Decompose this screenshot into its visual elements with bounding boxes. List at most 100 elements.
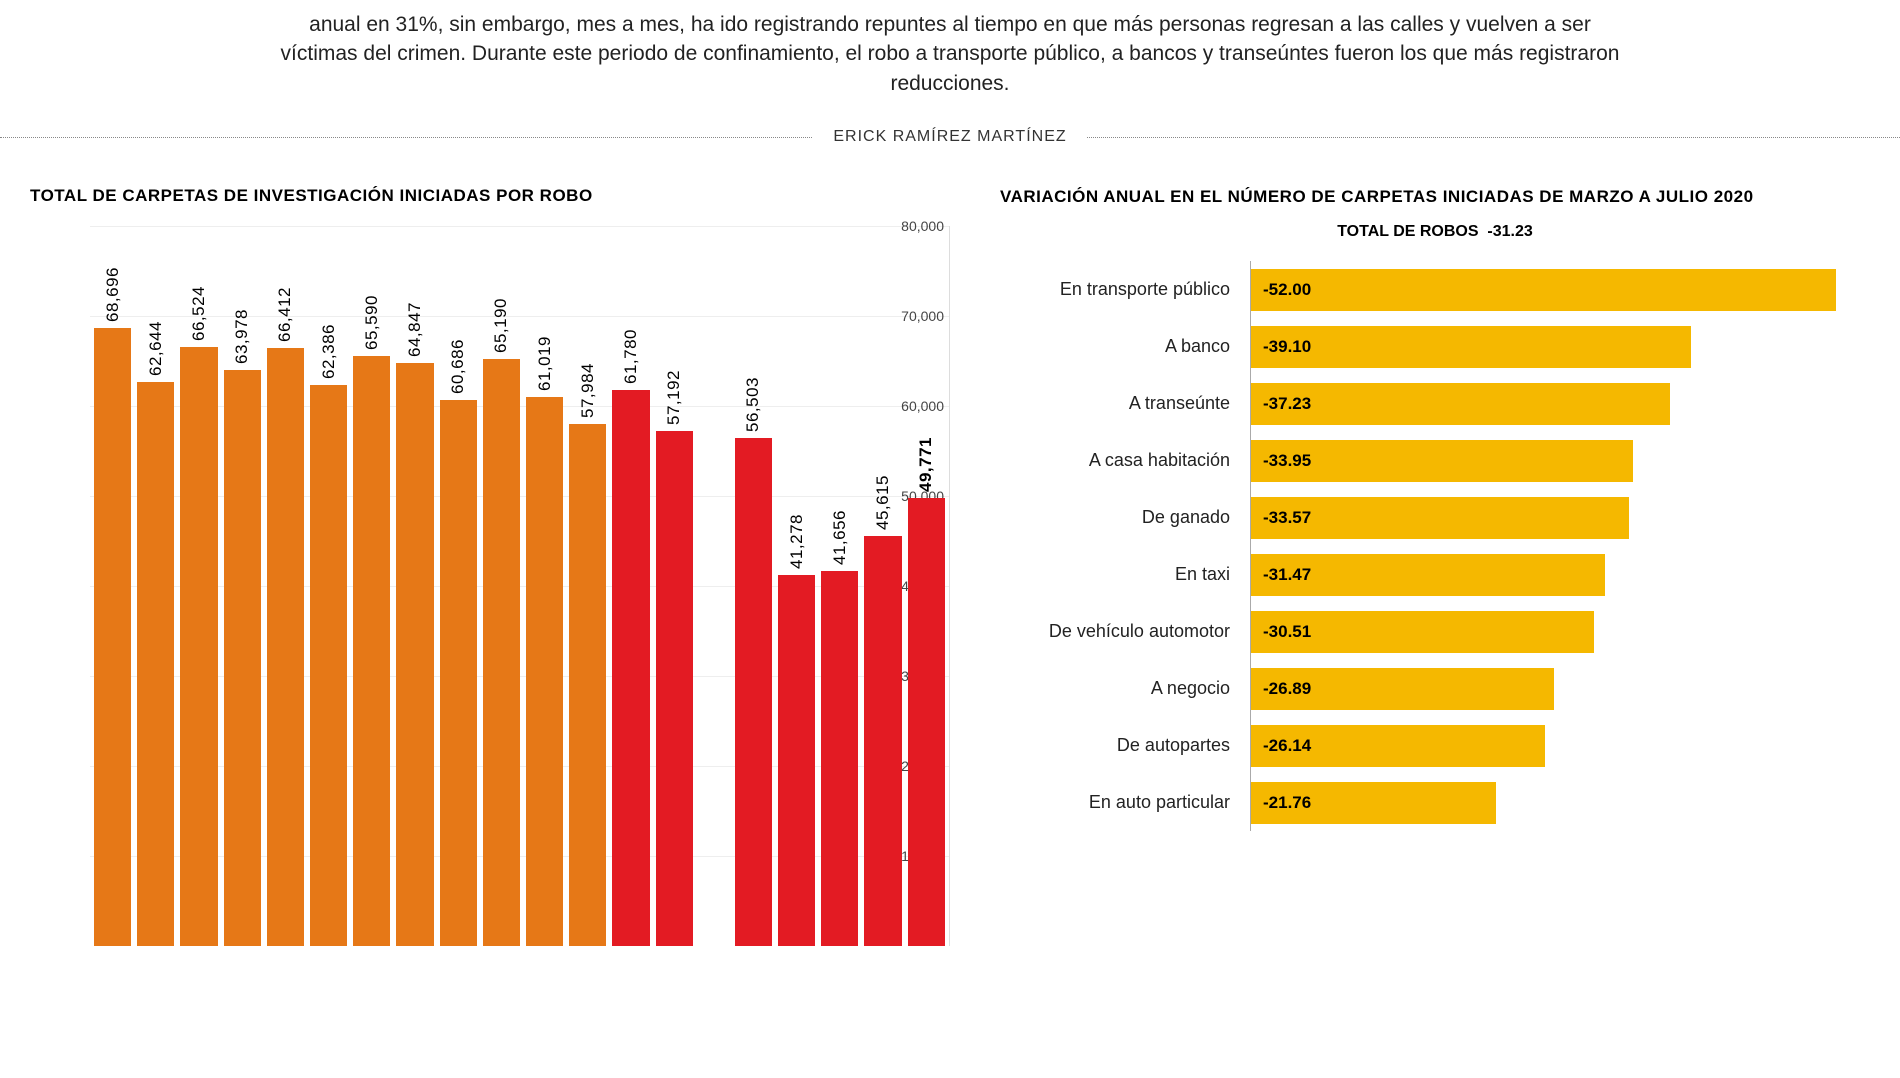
bar-value-label: 65,190 xyxy=(491,298,511,353)
hbar-row: De autopartes -26.14 xyxy=(1000,717,1870,774)
bar-value-label: 60,686 xyxy=(448,339,468,394)
hbar-rect: -31.47 xyxy=(1251,554,1605,596)
hbar-track: -33.95 xyxy=(1250,432,1870,489)
hbar-rect: -26.14 xyxy=(1251,725,1545,767)
hbar-row: De vehículo automotor-30.51 xyxy=(1000,603,1870,660)
hbar-rect: -39.10 xyxy=(1251,326,1691,368)
bar-rect xyxy=(569,424,606,946)
hbar-row: En auto particular -21.76 xyxy=(1000,774,1870,831)
hbar-category-label: De autopartes xyxy=(1000,735,1250,756)
bar-value-label: 57,192 xyxy=(664,370,684,425)
bar-rect xyxy=(483,359,520,946)
bar-column: 49,771 xyxy=(908,437,945,946)
hbar-category-label: A negocio xyxy=(1000,678,1250,699)
bar-column: 61,019 xyxy=(526,336,563,946)
author-section: ERICK RAMÍREZ MARTÍNEZ xyxy=(0,128,1900,146)
hbar-row: De ganado-33.57 xyxy=(1000,489,1870,546)
bar-value-label: 56,503 xyxy=(743,377,763,432)
hbar-category-label: En auto particular xyxy=(1000,792,1250,813)
bar-rect xyxy=(735,438,772,947)
hbar-value-label: -30.51 xyxy=(1263,622,1311,642)
hbar-track: -33.57 xyxy=(1250,489,1870,546)
bar-value-label: 62,644 xyxy=(146,321,166,376)
bar-value-label: 57,984 xyxy=(578,363,598,418)
bar-rect xyxy=(396,363,433,947)
hbar-subtitle-prefix: TOTAL DE ROBOS xyxy=(1337,223,1478,240)
hbar-track: -26.89 xyxy=(1250,660,1870,717)
horizontal-bar-chart: VARIACIÓN ANUAL EN EL NÚMERO DE CARPETAS… xyxy=(1000,186,1870,946)
hbar-rect: -37.23 xyxy=(1251,383,1670,425)
bar-rect xyxy=(224,370,261,946)
hbar-category-label: En transporte público xyxy=(1000,279,1250,300)
hbar-row: A negocio -26.89 xyxy=(1000,660,1870,717)
bar-column: 41,656 xyxy=(821,510,858,946)
hbar-value-label: -39.10 xyxy=(1263,337,1311,357)
bar-column: 66,412 xyxy=(267,287,304,946)
hbar-value-label: -31.47 xyxy=(1263,565,1311,585)
hbar-category-label: A banco xyxy=(1000,336,1250,357)
hbar-value-label: -21.76 xyxy=(1263,793,1311,813)
bar-column: 41,278 xyxy=(778,514,815,947)
hbar-row: A casa habitación-33.95 xyxy=(1000,432,1870,489)
hbar-row: En transporte público -52.00 xyxy=(1000,261,1870,318)
hbar-rect: -33.95 xyxy=(1251,440,1633,482)
hbar-track: -37.23 xyxy=(1250,375,1870,432)
bar-value-label: 41,656 xyxy=(830,510,850,565)
hbar-rect: -26.89 xyxy=(1251,668,1554,710)
hbar-category-label: A transeúnte xyxy=(1000,393,1250,414)
bar-rect xyxy=(656,431,693,946)
bar-value-label: 66,524 xyxy=(189,286,209,341)
hbar-value-label: -52.00 xyxy=(1263,280,1311,300)
hbar-rect: -52.00 xyxy=(1251,269,1836,311)
vertical-bar-chart: TOTAL DE CARPETAS DE INVESTIGACIÓN INICI… xyxy=(30,186,950,946)
hbar-track: -30.51 xyxy=(1250,603,1870,660)
bar-column: 60,686 xyxy=(440,339,477,946)
bar-rect xyxy=(310,385,347,946)
hbar-row: A banco -39.10 xyxy=(1000,318,1870,375)
hbar-track: -39.10 xyxy=(1250,318,1870,375)
hbar-value-label: -33.57 xyxy=(1263,508,1311,528)
bar-column: 57,192 xyxy=(656,370,693,946)
bar-rect xyxy=(821,571,858,946)
bar-value-label: 61,780 xyxy=(621,329,641,384)
bar-value-label: 45,615 xyxy=(873,475,893,530)
hbar-value-label: -26.14 xyxy=(1263,736,1311,756)
hbar-rect: -33.57 xyxy=(1251,497,1629,539)
bar-value-label: 49,771 xyxy=(916,437,936,492)
hbar-track: -31.47 xyxy=(1250,546,1870,603)
hbar-category-label: En taxi xyxy=(1000,564,1250,585)
bar-column: 45,615 xyxy=(864,475,901,947)
bar-rect xyxy=(612,390,649,946)
hbar-row: En taxi -31.47 xyxy=(1000,546,1870,603)
bar-rect xyxy=(267,348,304,946)
bar-value-label: 66,412 xyxy=(275,287,295,342)
bar-column: 56,503 xyxy=(735,377,772,947)
hbar-value-label: -33.95 xyxy=(1263,451,1311,471)
hbar-subtitle-value: -31.23 xyxy=(1487,223,1532,240)
bar-rect xyxy=(864,536,901,947)
hbar-rect: -30.51 xyxy=(1251,611,1594,653)
hbar-track: -52.00 xyxy=(1250,261,1870,318)
bar-rect xyxy=(908,498,945,946)
hbar-value-label: -26.89 xyxy=(1263,679,1311,699)
bar-value-label: 68,696 xyxy=(103,267,123,322)
bar-column: 57,984 xyxy=(569,363,606,946)
bar-column: 65,190 xyxy=(483,298,520,946)
hbar-track: -26.14 xyxy=(1250,717,1870,774)
bar-column: 68,696 xyxy=(94,267,131,946)
bar-column: 62,386 xyxy=(310,324,347,946)
bar-rect xyxy=(778,575,815,947)
bar-rect xyxy=(440,400,477,946)
bar-column: 61,780 xyxy=(612,329,649,946)
bar-column: 63,978 xyxy=(224,309,261,946)
bar-column: 66,524 xyxy=(180,286,217,946)
bar-rect xyxy=(137,382,174,946)
bar-column: 62,644 xyxy=(137,321,174,946)
hbar-row: A transeúnte-37.23 xyxy=(1000,375,1870,432)
bar-column: 65,590 xyxy=(353,295,390,946)
bar-value-label: 63,978 xyxy=(232,309,252,364)
bar-rect xyxy=(526,397,563,946)
bar-rect xyxy=(180,347,217,946)
bar-value-label: 64,847 xyxy=(405,302,425,357)
hbar-track: -21.76 xyxy=(1250,774,1870,831)
